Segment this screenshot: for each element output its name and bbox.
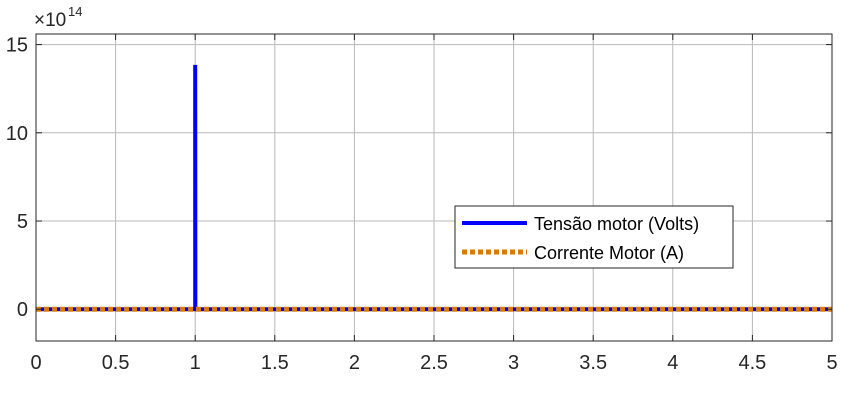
series-layer	[36, 64, 832, 312]
x-tick-label: 4.5	[738, 352, 766, 374]
legend-label-tensao: Tensão motor (Volts)	[534, 214, 699, 234]
y-exponent-label: ×10 14	[34, 4, 82, 31]
legend-label-corrente: Corrente Motor (A)	[534, 243, 684, 263]
legend[interactable]: Tensão motor (Volts) Corrente Motor (A)	[454, 205, 734, 269]
x-tick-label: 1.5	[261, 352, 289, 374]
y-tick-label: 0	[17, 299, 28, 321]
x-tick-label: 2.5	[420, 352, 448, 374]
x-tick-label: 1	[190, 352, 201, 374]
x-tick-label: 5	[826, 352, 837, 374]
y-exponent-power: 14	[68, 4, 82, 19]
x-tick-label: 0	[30, 352, 41, 374]
x-tick-label: 3	[508, 352, 519, 374]
y-tick-label: 15	[6, 35, 28, 57]
tick-labels: 0 0.5 1 1.5 2 2.5 3 3.5 4 4.5 5 0 5 10 15	[6, 35, 838, 374]
x-tick-label: 0.5	[102, 352, 130, 374]
y-tick-label: 10	[6, 123, 28, 145]
y-tick-label: 5	[17, 211, 28, 233]
ticks	[35, 34, 833, 341]
y-exponent-base: ×10	[34, 10, 66, 31]
x-tick-label: 4	[667, 352, 678, 374]
legend-box	[454, 205, 734, 269]
x-tick-label: 3.5	[579, 352, 607, 374]
x-tick-label: 2	[349, 352, 360, 374]
